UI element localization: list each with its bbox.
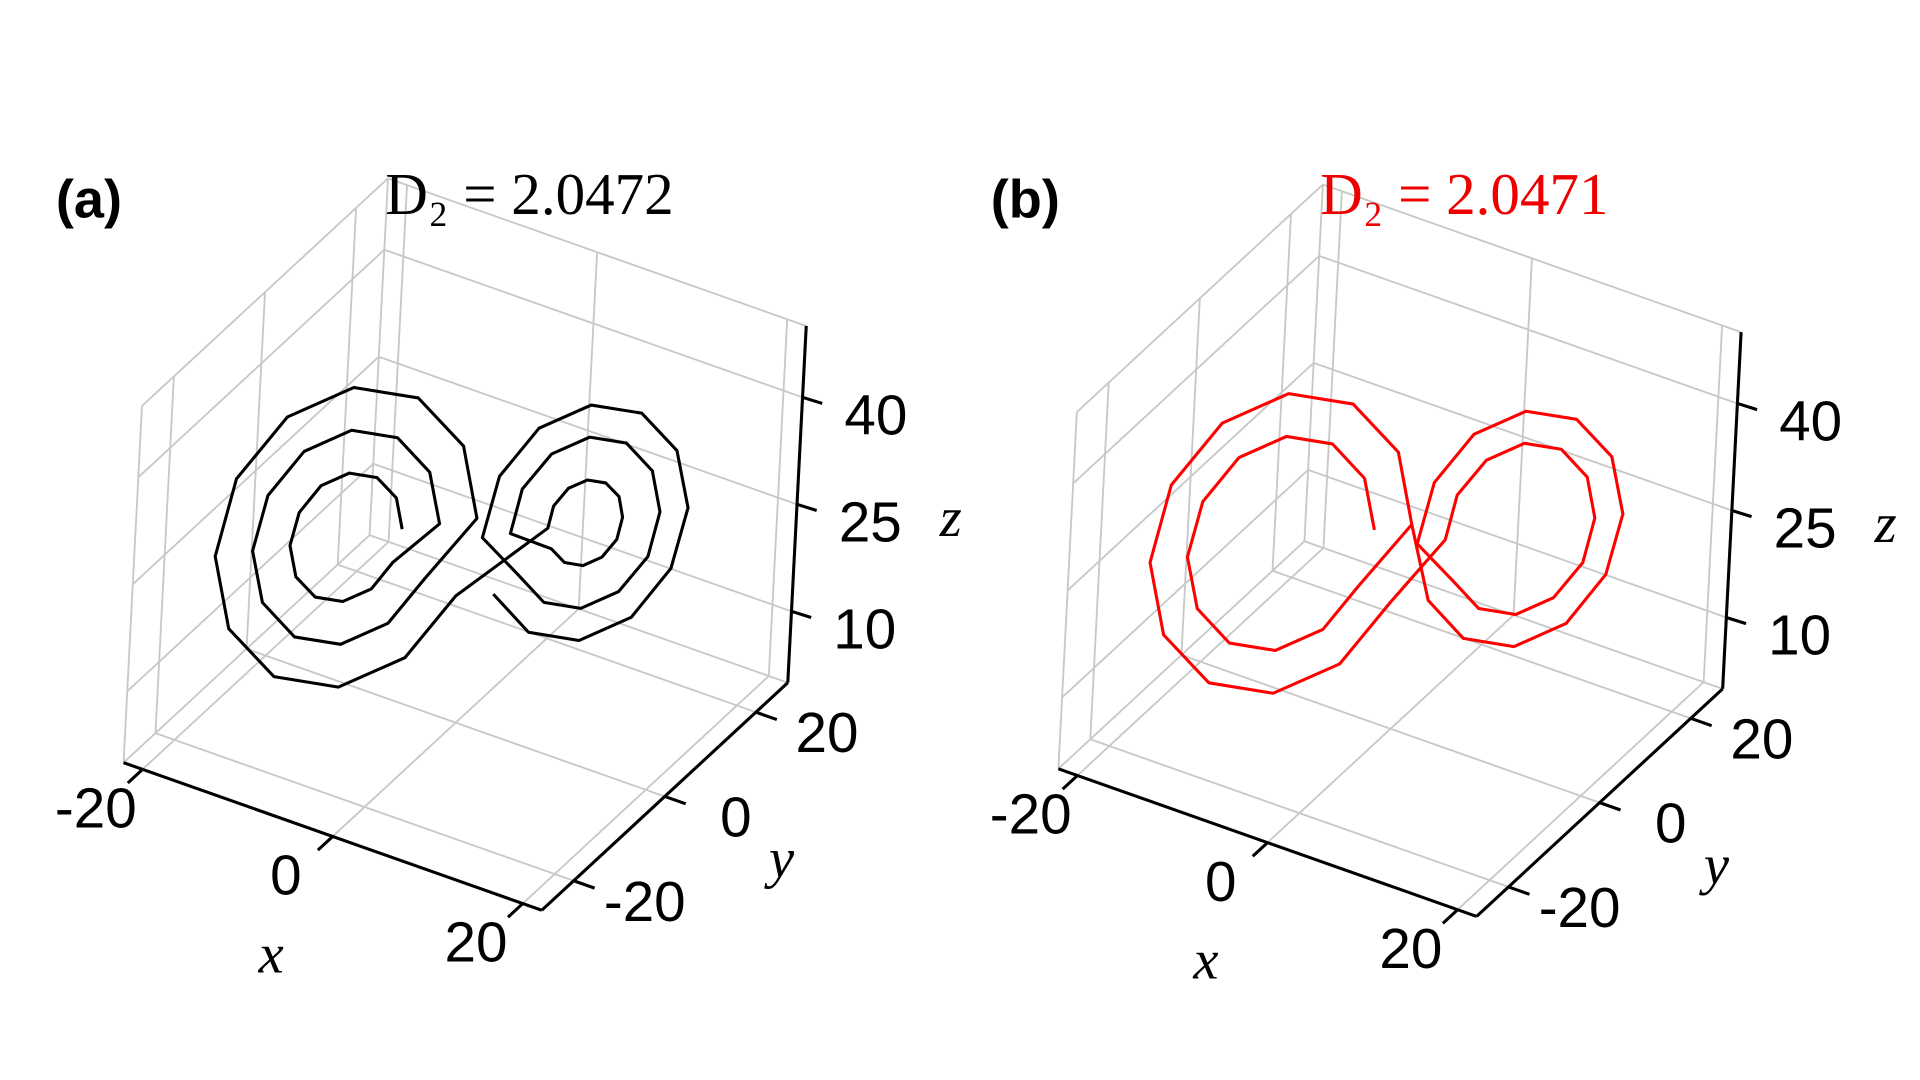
tick-mark	[664, 795, 687, 806]
grid-line	[137, 249, 385, 478]
z-axis-label: z	[939, 487, 962, 549]
z-tick-label: 25	[839, 490, 902, 553]
x-tick-label: 20	[445, 911, 508, 974]
y-axis-label: y	[764, 828, 795, 890]
panel-label: (b)	[991, 169, 1060, 229]
grid-line	[384, 248, 803, 399]
grid-line	[126, 463, 374, 692]
tick-mark	[506, 902, 524, 919]
y-axis-label: y	[1699, 834, 1730, 896]
panel-title: D₂ = 2.0472	[385, 161, 673, 227]
z-tick-label: 40	[1779, 390, 1842, 453]
grid-line	[1072, 255, 1320, 485]
y-tick-label: 0	[1655, 792, 1686, 855]
y-tick-label: -20	[604, 870, 686, 933]
x-tick-label: -20	[990, 783, 1072, 846]
z-axis-label: z	[1874, 493, 1897, 555]
pane-edge	[122, 405, 143, 763]
tick-mark	[796, 502, 818, 512]
tick-mark	[573, 879, 596, 890]
grid-line	[155, 732, 574, 882]
tick-mark	[316, 835, 334, 852]
grid-line	[1181, 654, 1600, 804]
tick-mark	[802, 395, 823, 405]
grid-line	[1061, 469, 1309, 699]
tick-mark	[1725, 616, 1747, 626]
z-tick-label: 10	[833, 597, 896, 660]
trajectory	[213, 385, 690, 689]
grid-line	[1089, 738, 1509, 888]
tick-mark	[1061, 774, 1079, 791]
tick-mark	[1736, 401, 1758, 412]
x-tick-label: 0	[1205, 850, 1236, 913]
grid-line	[246, 647, 666, 798]
z-axis	[1721, 332, 1743, 689]
tick-mark	[791, 609, 812, 619]
grid-line	[1313, 362, 1733, 512]
z-tick-label: 25	[1774, 497, 1837, 560]
grid-line	[337, 563, 757, 714]
tick-mark	[1599, 801, 1622, 812]
tick-mark	[1441, 908, 1459, 925]
trajectory	[1148, 392, 1625, 695]
grid-line	[378, 355, 798, 506]
x-tick-label: -20	[55, 777, 137, 840]
grid-line	[1318, 254, 1738, 405]
grid-line	[1272, 569, 1692, 720]
x-axis-label: x	[1192, 930, 1218, 992]
tick-mark	[755, 710, 778, 722]
z-tick-label: 40	[844, 383, 907, 446]
z-tick-label: 10	[1768, 604, 1831, 667]
tick-mark	[1251, 841, 1269, 858]
y-tick-label: -20	[1539, 876, 1621, 939]
grid-line	[1307, 469, 1727, 619]
tick-mark	[1690, 716, 1713, 728]
x-axis-label: x	[258, 923, 284, 985]
panel-label: (a)	[56, 169, 122, 229]
y-tick-label: 20	[1730, 707, 1793, 770]
x-tick-label: 0	[270, 844, 301, 907]
grid-line	[372, 462, 792, 613]
y-tick-label: 20	[796, 701, 859, 764]
tick-mark	[126, 768, 144, 785]
tick-mark	[1508, 885, 1530, 896]
y-tick-label: 0	[720, 786, 751, 849]
x-tick-label: 20	[1379, 917, 1442, 980]
panel-title: D₂ = 2.0471	[1320, 161, 1608, 227]
tick-mark	[1731, 509, 1753, 519]
